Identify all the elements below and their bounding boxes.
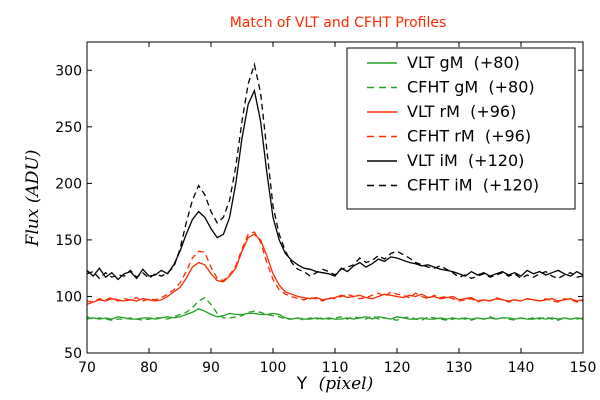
legend-label-4: VLT iM (+120) [407, 151, 524, 170]
chart-title: Match of VLT and CFHT Profiles [230, 15, 447, 31]
y-tick-label-4: 250 [55, 120, 82, 136]
y-tick-label-3: 200 [55, 176, 82, 192]
plot-frame [86, 41, 584, 354]
x-axis-label-prefix: Y [296, 374, 308, 394]
legend-label-1: CFHT gM (+80) [407, 78, 535, 97]
x-tick-label-0: 70 [78, 360, 96, 376]
x-tick-label-1: 80 [140, 360, 158, 376]
legend-label-0: VLT gM (+80) [407, 53, 520, 72]
y-axis-label: Flux (ADU) [23, 150, 43, 248]
y-tick-label-2: 150 [55, 233, 82, 249]
legend-label-3: CFHT rM (+96) [407, 127, 531, 146]
legend: VLT gM (+80) CFHT gM (+80) VLT rM (+96) CFH… [346, 47, 576, 210]
axis-ticks: 70 80 90 100 110 120 130 140 150 50 100 150 200 250 30… [55, 42, 596, 376]
series-line-2 [86, 233, 584, 303]
x-tick-label-4: 110 [322, 360, 349, 376]
x-tick-label-2: 90 [202, 360, 220, 376]
legend-box [346, 47, 576, 210]
x-axis-label: Y (pixel) [296, 374, 373, 394]
x-tick-label-8: 150 [570, 360, 597, 376]
y-tick-label-0: 50 [64, 346, 82, 362]
plot-lines [86, 62, 584, 321]
series-line-3 [86, 231, 584, 306]
x-axis-label-unit: (pixel) [319, 374, 374, 394]
y-tick-label-1: 100 [55, 289, 82, 305]
x-tick-label-5: 120 [384, 360, 411, 376]
x-tick-label-3: 100 [260, 360, 287, 376]
legend-label-5: CFHT iM (+120) [407, 176, 539, 195]
legend-label-2: VLT rM (+96) [407, 102, 516, 121]
y-tick-label-5: 300 [55, 63, 82, 79]
series-line-1 [86, 296, 584, 321]
x-tick-label-7: 140 [508, 360, 535, 376]
x-tick-label-6: 130 [446, 360, 473, 376]
series-line-5 [86, 62, 584, 280]
